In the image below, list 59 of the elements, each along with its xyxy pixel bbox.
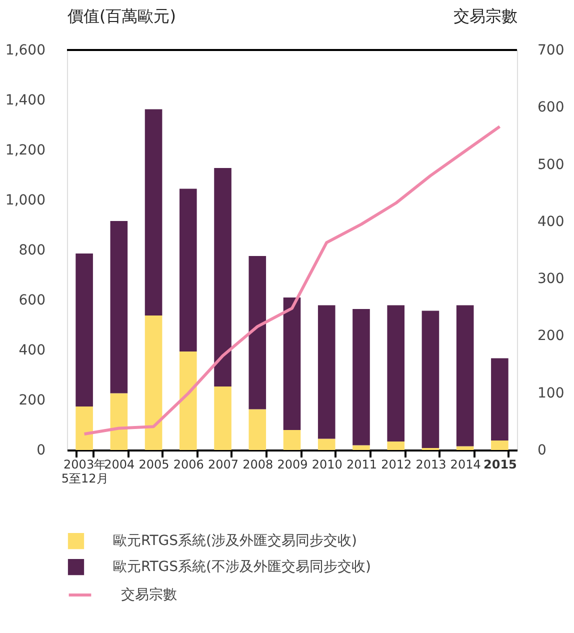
bar <box>352 309 370 446</box>
bar <box>456 305 474 446</box>
y2-tick-label: 600 <box>538 100 564 116</box>
x-tick-label: 2005 <box>138 458 170 472</box>
legend-label: 歐元RTGS系統(不涉及外匯交易同步交收) <box>113 559 371 575</box>
x-tick-label: 2010 <box>312 458 342 472</box>
y2-tick-label: 100 <box>538 385 564 402</box>
y-tick-label: 0 <box>36 442 46 458</box>
x-tick-label: 2008 <box>242 458 274 472</box>
x-tick-label: 2012 <box>381 458 412 472</box>
bar <box>180 352 197 450</box>
x-tick-label: 2015 <box>483 458 517 472</box>
legend-label: 交易宗數 <box>121 587 177 603</box>
y2-tick-label: 500 <box>538 156 564 173</box>
bar <box>214 168 232 386</box>
x-tick-label: 2009 <box>277 458 308 472</box>
bar <box>180 188 197 352</box>
bar <box>248 256 266 410</box>
y-tick-label: 1,400 <box>5 92 46 108</box>
y-tick-label: 200 <box>18 392 46 408</box>
y2-axis-title: 交易宗數 <box>454 6 518 26</box>
bar <box>76 254 93 406</box>
y-tick-label: 600 <box>18 292 46 308</box>
bar <box>456 446 474 450</box>
bar <box>283 298 301 430</box>
bar <box>283 430 301 450</box>
x-tick-label: 2007 <box>208 458 239 472</box>
y-tick-label: 800 <box>18 242 46 258</box>
bar <box>318 438 336 450</box>
x-tick-label: 2006 <box>173 458 204 472</box>
bar <box>214 386 232 450</box>
bar <box>491 440 508 450</box>
bar <box>144 316 162 450</box>
y-tick-label: 1,000 <box>5 192 46 208</box>
bar <box>110 393 128 450</box>
bar <box>352 445 370 450</box>
line-series <box>82 125 502 436</box>
y-tick-label: 1,600 <box>5 42 46 58</box>
y2-tick-label: 400 <box>538 214 564 230</box>
bar <box>491 358 508 440</box>
y2-tick-label: 0 <box>538 442 546 458</box>
bar <box>248 409 266 450</box>
bar <box>318 305 336 439</box>
x-tick-label: 2013 <box>416 458 446 472</box>
bar <box>422 310 440 448</box>
bar <box>387 305 404 442</box>
bar <box>144 109 162 316</box>
bar <box>110 221 128 394</box>
bar <box>387 442 404 450</box>
x-tick-label: 2014 <box>450 458 481 472</box>
bar <box>76 406 93 450</box>
y2-tick-label: 300 <box>538 271 564 288</box>
y-axis-title: 價值(百萬歐元) <box>68 6 176 26</box>
y-tick-label: 400 <box>18 342 46 358</box>
legend-label: 歐元RTGS系統(涉及外匯交易同步交收) <box>113 533 357 549</box>
y-tick-label: 1,200 <box>5 142 46 158</box>
x-tick-label: 2011 <box>346 458 378 472</box>
y2-tick-label: 700 <box>538 42 564 58</box>
y2-tick-label: 200 <box>538 328 564 344</box>
